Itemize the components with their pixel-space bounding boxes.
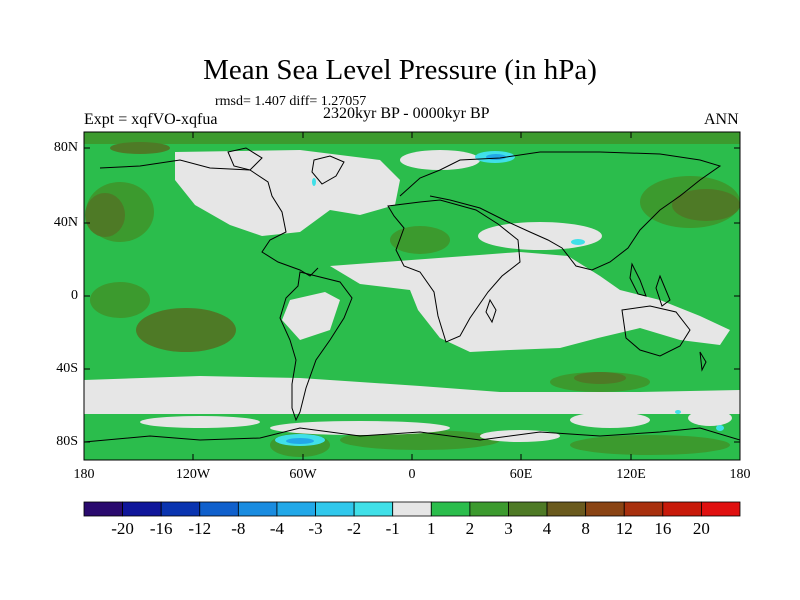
colorbar-swatch xyxy=(469,501,509,517)
colorbar-swatch xyxy=(83,501,123,517)
colorbar-swatch xyxy=(623,501,664,517)
map-field xyxy=(84,132,740,460)
colorbar-label: -1 xyxy=(385,519,400,538)
y-label-80n: 80N xyxy=(53,140,78,155)
colorbar-swatch xyxy=(662,501,702,517)
axis-ticks xyxy=(84,132,740,460)
colorbar-label: -4 xyxy=(269,519,285,538)
colorbar-label: 20 xyxy=(692,519,710,538)
field-level-4 xyxy=(85,142,740,384)
y-label-40s: 40S xyxy=(56,361,78,376)
colorbar-label: 4 xyxy=(542,519,552,538)
colorbar-swatch xyxy=(122,501,162,517)
y-label-40n: 40N xyxy=(53,215,78,230)
field-negative-mid xyxy=(286,154,506,444)
colorbar-swatch xyxy=(546,501,587,517)
coastlines xyxy=(84,147,740,443)
x-label-0: 0 xyxy=(408,467,416,482)
colorbar-swatch xyxy=(353,501,394,517)
colorbar-swatch xyxy=(392,501,432,517)
colorbar-swatch xyxy=(237,501,278,517)
season-label: ANN xyxy=(704,111,739,128)
x-label-180w: 180 xyxy=(73,467,95,482)
experiment-label: Expt = xqfVO-xqfua xyxy=(84,111,218,128)
y-label-0: 0 xyxy=(71,288,78,303)
colorbar-label: -8 xyxy=(231,519,246,538)
colorbar-label: 12 xyxy=(615,519,633,538)
colorbar-label: -20 xyxy=(111,519,134,538)
colorbar-label: -16 xyxy=(149,519,173,538)
colorbar-label: 16 xyxy=(654,519,672,538)
colorbar-swatch xyxy=(160,501,201,517)
colorbar-label: 3 xyxy=(504,519,513,538)
colorbar-label: -12 xyxy=(188,519,212,538)
colorbar-label: 1 xyxy=(427,519,436,538)
x-label-120e: 120E xyxy=(616,467,646,482)
x-label-180e: 180 xyxy=(729,467,751,482)
colorbar-swatch xyxy=(315,501,355,517)
colorbar-label: 8 xyxy=(581,519,590,538)
colorbar-swatch xyxy=(585,501,625,517)
stats-text: rmsd= 1.407 diff= 1.27057 xyxy=(215,94,367,109)
y-label-80s: 80S xyxy=(56,434,78,449)
x-label-60e: 60E xyxy=(509,467,533,482)
colorbar-swatch xyxy=(430,501,471,517)
x-label-60w: 60W xyxy=(289,467,317,482)
colorbar xyxy=(83,501,741,517)
chart-title: Mean Sea Level Pressure (in hPa) xyxy=(203,54,597,86)
x-label-120w: 120W xyxy=(175,467,211,482)
colorbar-swatch xyxy=(276,501,316,517)
colorbar-label: -3 xyxy=(308,519,323,538)
colorbar-swatch xyxy=(199,501,239,517)
colorbar-label: -2 xyxy=(347,519,362,538)
colorbar-swatch xyxy=(508,501,548,517)
colorbar-label: 2 xyxy=(465,519,475,538)
colorbar-swatch xyxy=(701,501,741,517)
period-label: 2320kyr BP - 0000kyr BP xyxy=(323,105,490,122)
